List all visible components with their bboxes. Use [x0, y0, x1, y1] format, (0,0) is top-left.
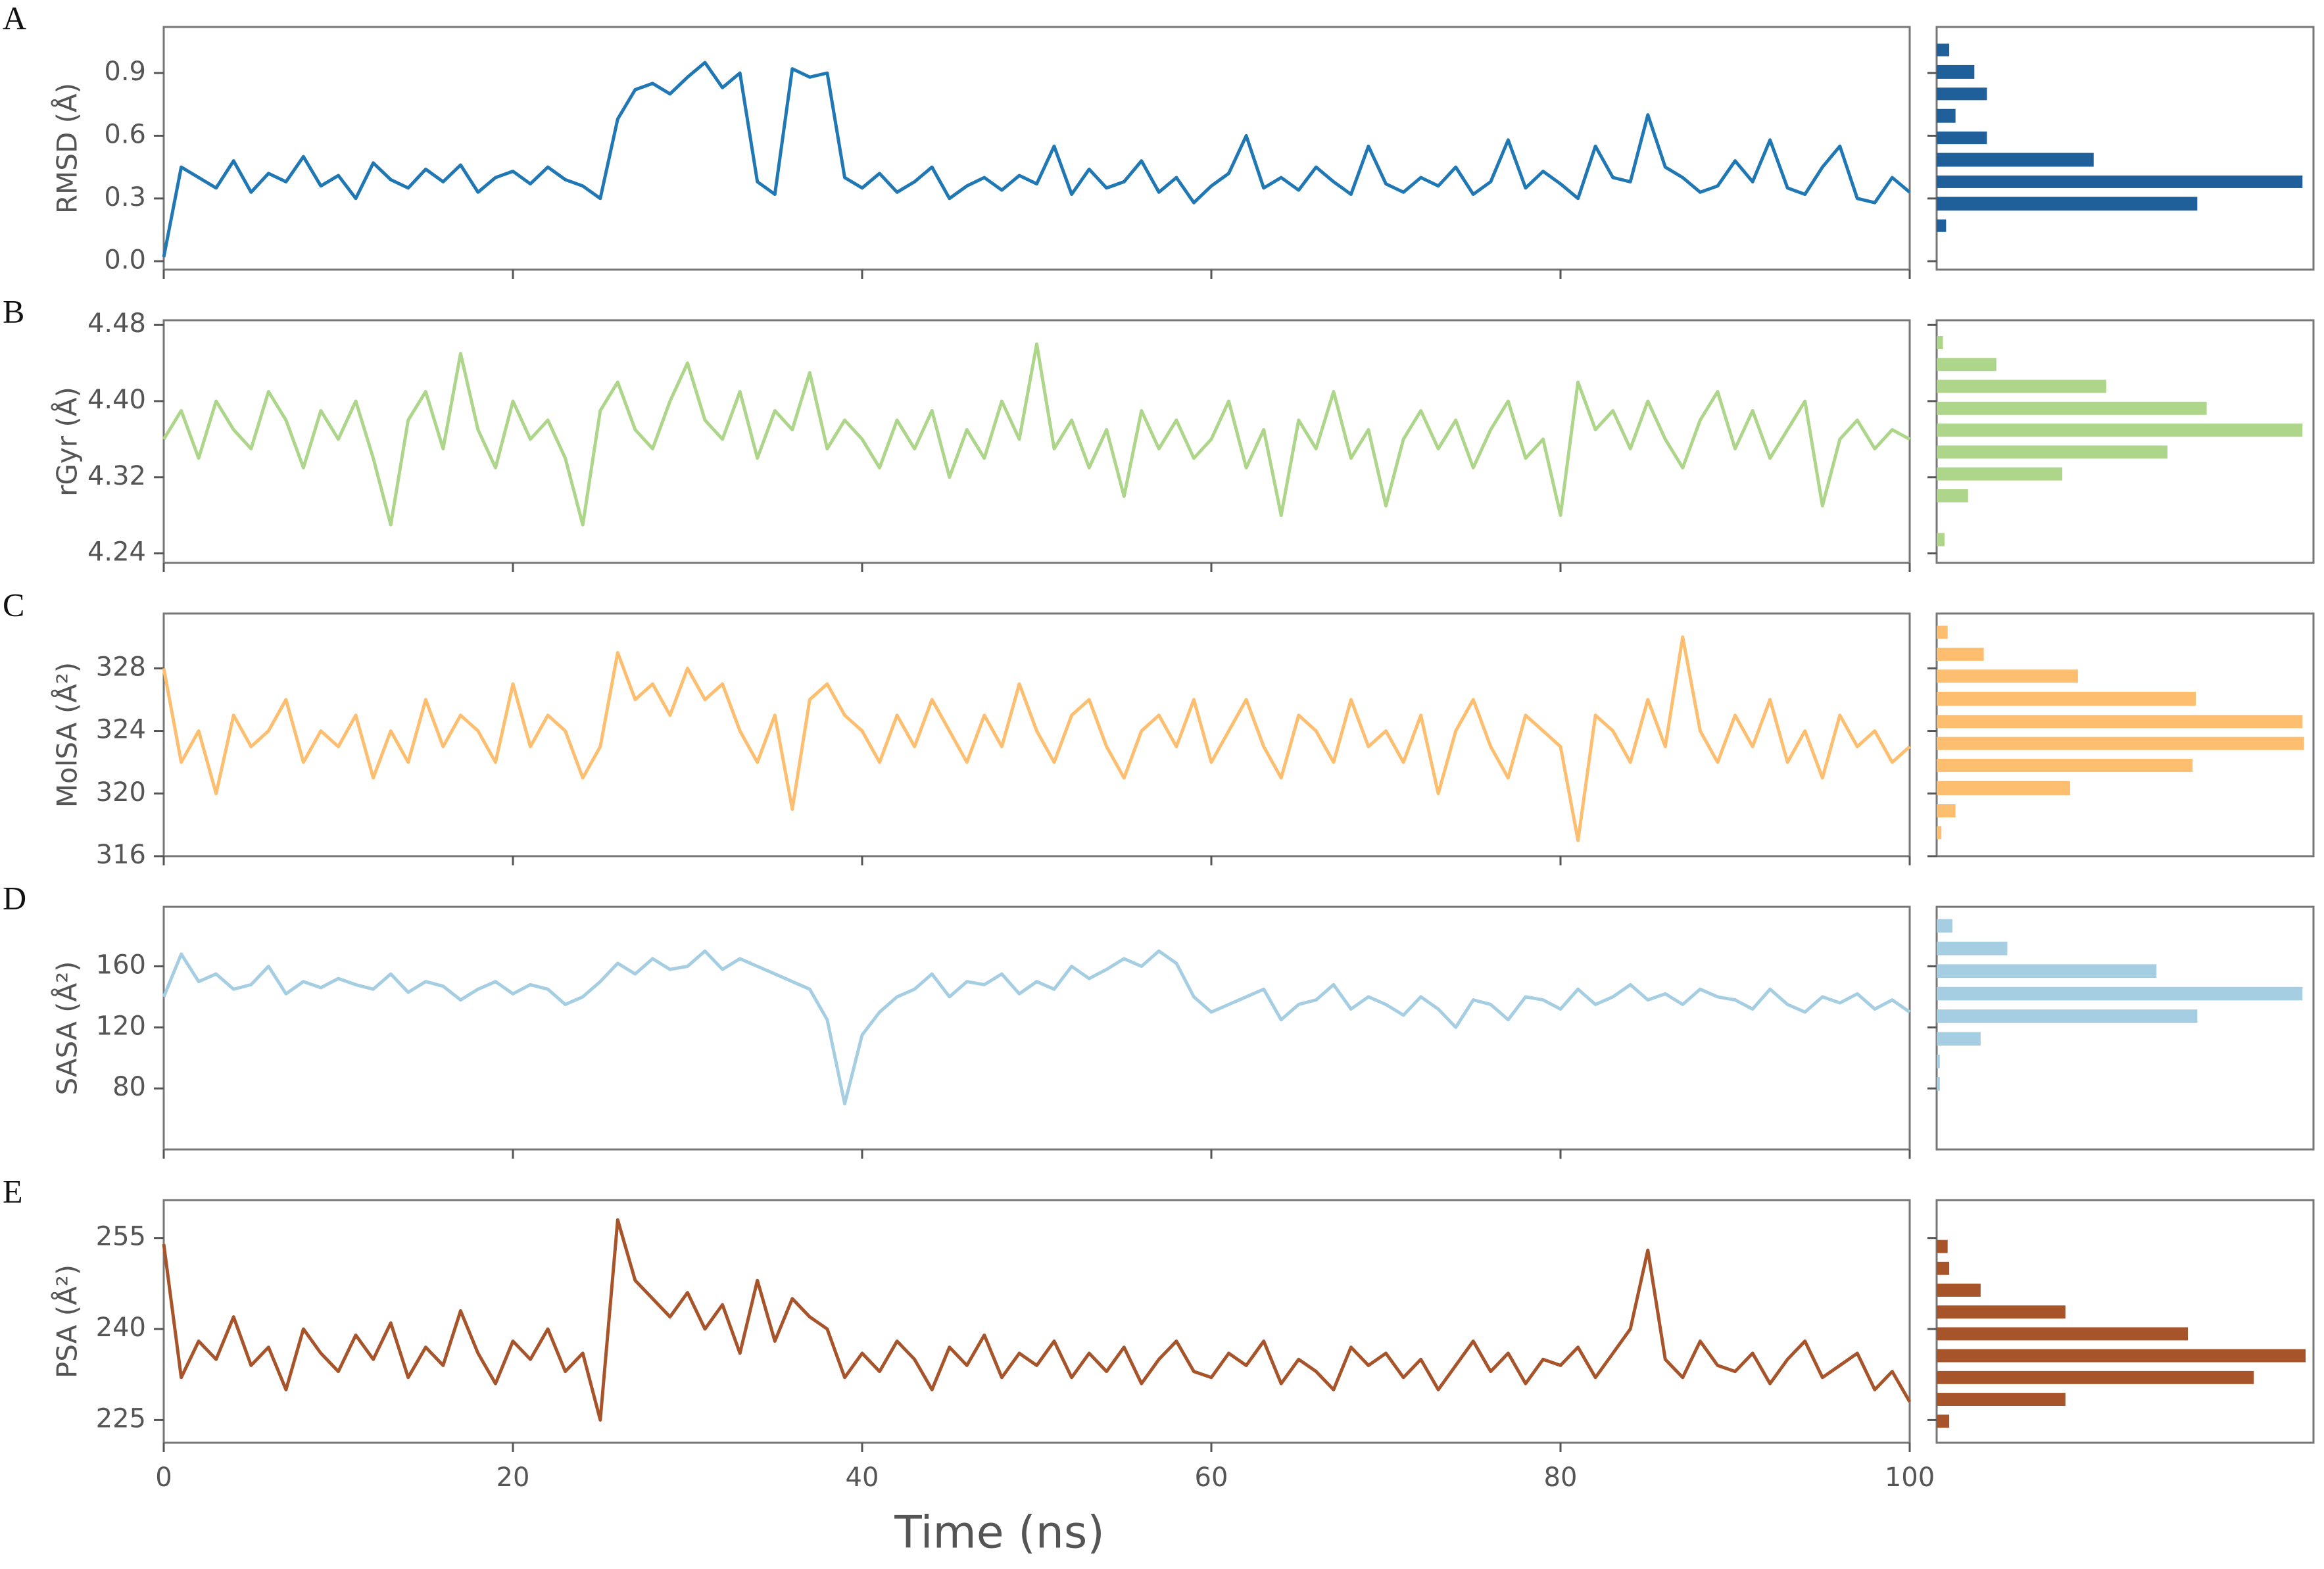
histogram-bar: [1937, 669, 2078, 683]
histogram-bar: [1937, 692, 2196, 706]
y-tick-label: 316: [96, 840, 146, 870]
histogram-bar: [1937, 781, 2070, 796]
y-tick-label: 0.6: [104, 119, 146, 149]
y-tick-label: 320: [96, 777, 146, 808]
x-axis-label: Time (ns): [894, 1507, 1105, 1559]
histogram-bar: [1937, 533, 1945, 546]
y-tick-label: 328: [96, 652, 146, 682]
histogram-bar: [1937, 1032, 1981, 1046]
histogram-bar: [1937, 467, 2062, 481]
y-axis-label: MolSA (Å²): [51, 662, 84, 808]
plot-frame: [162, 1199, 1911, 1444]
histogram-bar: [1937, 826, 1942, 840]
plot-frame: [162, 905, 1911, 1151]
x-tick-label: 0: [155, 1462, 172, 1493]
y-axis-label: SASA (Å²): [51, 961, 84, 1095]
x-tick-label: 20: [496, 1462, 530, 1493]
histogram-frame: [1935, 1199, 2315, 1444]
histogram-bar: [1937, 153, 2094, 167]
series-line: [162, 60, 1911, 258]
y-tick-label: 324: [96, 715, 146, 745]
series-line: [162, 635, 1911, 842]
histogram-bar: [1937, 625, 1948, 639]
plot-frame: [162, 319, 1911, 564]
series-line: [162, 949, 1911, 1105]
histogram-frame: [1935, 26, 2315, 271]
histogram-bar: [1937, 1009, 2198, 1023]
y-tick-label: 0.9: [104, 57, 146, 87]
histogram-bar: [1937, 379, 2106, 393]
panel-label: E: [3, 1172, 23, 1209]
y-tick-label: 255: [96, 1222, 146, 1252]
panel-label: B: [3, 293, 24, 329]
plot-frame: [162, 26, 1911, 271]
y-tick-label: 0.3: [104, 182, 146, 212]
histogram-bar: [1937, 445, 2167, 459]
y-axis-label: RMSD (Å): [51, 83, 84, 214]
x-tick-label: 40: [846, 1462, 879, 1493]
histogram-bar: [1937, 1077, 1940, 1091]
histogram-bar: [1937, 197, 2198, 211]
histogram-bar: [1937, 401, 2207, 415]
x-tick-label: 80: [1544, 1462, 1578, 1493]
y-tick-label: 240: [96, 1313, 146, 1343]
histogram-bar: [1937, 736, 2304, 750]
histogram-bar: [1937, 715, 2303, 729]
x-tick-label: 60: [1195, 1462, 1228, 1493]
histogram-bar: [1937, 219, 1947, 232]
histogram-bar: [1937, 647, 1984, 661]
y-axis-label: PSA (Å²): [51, 1265, 84, 1378]
histogram-bar: [1937, 964, 2157, 978]
histogram-bar: [1937, 942, 2008, 955]
y-tick-label: 4.40: [87, 385, 146, 415]
histogram-bar: [1937, 1414, 1950, 1428]
y-tick-label: 0.0: [104, 245, 146, 275]
y-tick-label: 4.24: [87, 537, 146, 567]
y-tick-label: 4.48: [87, 308, 146, 339]
histogram-bar: [1937, 1349, 2306, 1363]
histogram-bar: [1937, 1370, 2254, 1384]
histogram-bar: [1937, 1284, 1981, 1297]
panel-label: A: [3, 0, 26, 36]
plot-frame: [162, 612, 1911, 857]
histogram-bar: [1937, 43, 1950, 57]
panel-label: D: [3, 879, 26, 916]
histogram-bar: [1937, 423, 2303, 437]
histogram-bar: [1937, 109, 1956, 123]
histogram-bar: [1937, 986, 2303, 1001]
series-line: [162, 1218, 1912, 1422]
histogram-frame: [1935, 319, 2315, 564]
histogram-bar: [1937, 489, 1968, 502]
y-tick-label: 4.32: [87, 461, 146, 491]
x-tick-label: 100: [1885, 1462, 1935, 1493]
histogram-frame: [1935, 612, 2315, 857]
histogram-bar: [1937, 1054, 1940, 1069]
histogram-bar: [1937, 1305, 2066, 1319]
histogram-bar: [1937, 358, 1997, 372]
series-line: [162, 342, 1911, 527]
y-tick-label: 160: [96, 950, 146, 980]
histogram-bar: [1937, 132, 1987, 145]
histogram-bar: [1937, 919, 1952, 933]
y-axis-label: rGyr (Å): [51, 387, 84, 496]
histogram-bar: [1937, 175, 2303, 188]
histogram-bar: [1937, 336, 1943, 349]
histogram-bar: [1937, 1240, 1948, 1253]
y-tick-label: 225: [96, 1403, 146, 1434]
panel-label: C: [3, 586, 24, 623]
histogram-bar: [1937, 87, 1987, 101]
y-tick-label: 80: [112, 1072, 146, 1102]
histogram-bar: [1937, 1393, 2066, 1407]
histogram-bar: [1937, 1327, 2188, 1341]
histogram-bar: [1937, 758, 2193, 772]
y-tick-label: 120: [96, 1011, 146, 1041]
histogram-bar: [1937, 64, 1975, 79]
histogram-bar: [1937, 804, 1956, 817]
histogram-bar: [1937, 1261, 1950, 1275]
